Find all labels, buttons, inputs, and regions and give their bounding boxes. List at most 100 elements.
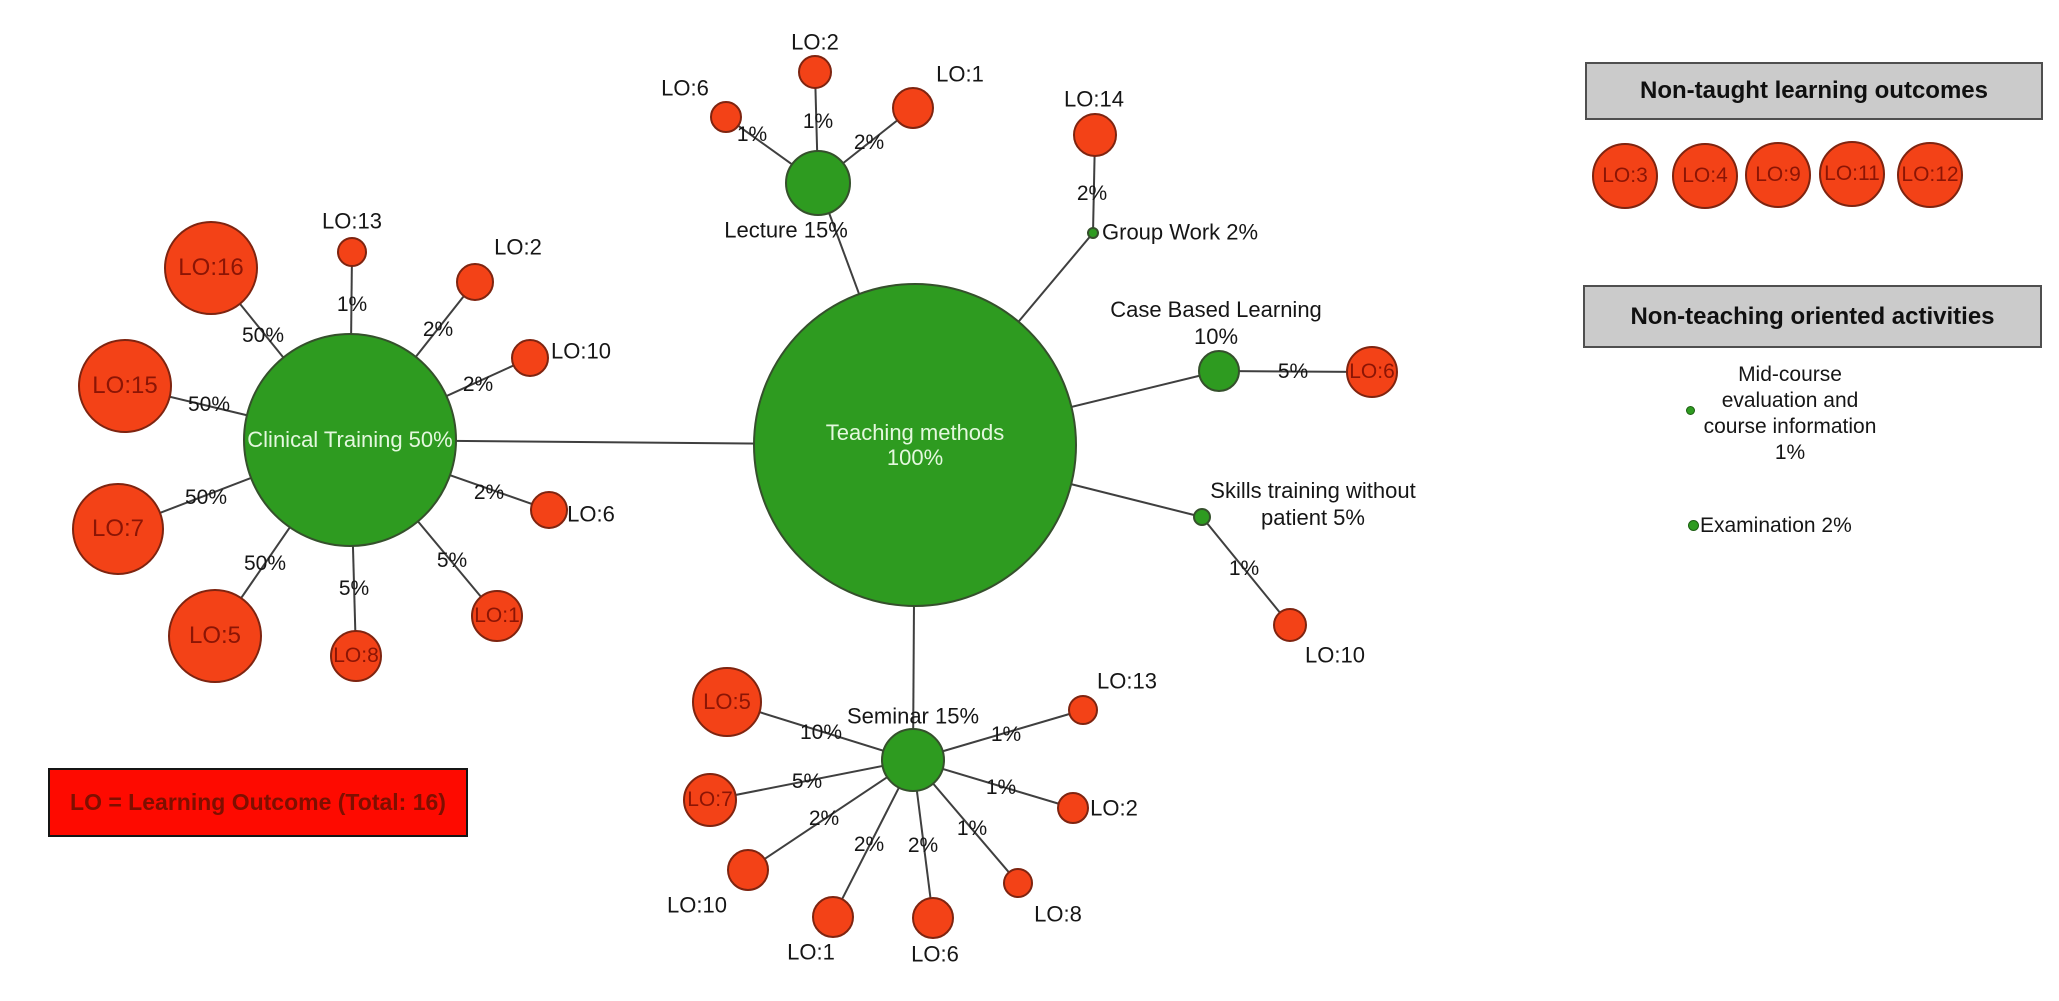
non-teaching-title-box: Non-teaching oriented activities: [1583, 285, 2042, 348]
node-skills: [1193, 508, 1211, 526]
node-seminar: [881, 728, 945, 792]
node-lc-lo2: [798, 55, 832, 89]
node-gw-lo14: [1073, 113, 1117, 157]
node-label-ct-lo7: LO:7: [91, 515, 145, 543]
edge-label-clinical-ct-lo1: 5%: [436, 549, 468, 572]
edge-label-seminar-sm-lo10: 2%: [808, 807, 840, 830]
node-label-ct-lo13: LO:13: [322, 208, 382, 234]
edge-seminar-sm-lo10: [747, 759, 914, 871]
node-label-ct-lo8: LO:8: [333, 643, 379, 667]
lo-note-text: LO = Learning Outcome (Total: 16): [70, 789, 446, 815]
node-label-cb-lo6: LO:6: [1349, 359, 1395, 383]
node-sm-lo1: [812, 896, 854, 938]
node-label-ct-lo15: LO:15: [92, 372, 158, 400]
edge-seminar-sm-lo7: [709, 759, 914, 801]
node-label-cbl: Case Based Learning 10%: [1110, 297, 1322, 349]
edge-label-seminar-sm-lo13: 1%: [990, 723, 1022, 746]
edge-label-seminar-sm-lo7: 5%: [791, 770, 823, 793]
edge-label-seminar-sm-lo5: 10%: [799, 721, 843, 744]
legend-circle-lo4-label: LO:4: [1682, 164, 1728, 187]
node-sm-lo10: [727, 849, 769, 891]
edge-label-lecture-lc-lo1: 2%: [853, 131, 885, 154]
edge-label-clinical-ct-lo7: 50%: [184, 486, 228, 509]
examination-dot: [1688, 520, 1699, 531]
edge-label-clinical-ct-lo2: 2%: [422, 318, 454, 341]
edge-skills-sk-lo10: [1201, 516, 1291, 626]
legend-circle-lo12-label: LO:12: [1901, 163, 1959, 186]
node-label-ct-lo2: LO:2: [494, 234, 542, 260]
node-label-sm-lo13: LO:13: [1097, 668, 1157, 694]
node-label-sk-lo10: LO:10: [1305, 642, 1365, 668]
edge-label-clinical-ct-lo8: 5%: [338, 577, 370, 600]
node-label-groupwork: Group Work 2%: [1102, 219, 1259, 245]
legend-circle-lo11-label: LO:11: [1824, 162, 1880, 185]
node-cbl: [1198, 350, 1240, 392]
legend-circle-lo9: LO:9: [1745, 142, 1811, 208]
node-lc-lo6: [710, 101, 742, 133]
node-sm-lo6: [912, 897, 954, 939]
edge-label-clinical-ct-lo15: 50%: [187, 393, 231, 416]
node-label-gw-lo14: LO:14: [1064, 86, 1124, 112]
node-ct-lo13: [337, 237, 367, 267]
node-lc-lo1: [892, 87, 934, 129]
node-label-lc-lo1: LO:1: [936, 61, 984, 87]
node-label-sm-lo2: LO:2: [1090, 795, 1138, 821]
node-label-sm-lo7: LO:7: [687, 787, 733, 811]
node-label-ct-lo10: LO:10: [551, 338, 611, 364]
node-label-clinical: Clinical Training 50%: [247, 427, 453, 453]
node-label-ct-lo16: LO:16: [178, 254, 244, 282]
node-label-seminar: Seminar 15%: [846, 703, 980, 729]
node-ct-lo2: [456, 263, 494, 301]
node-ct-lo6: [530, 491, 568, 529]
non-teaching-title: Non-teaching oriented activities: [1630, 302, 1995, 330]
edge-label-clinical-ct-lo13: 1%: [336, 293, 368, 316]
edge-label-cbl-cb-lo6: 5%: [1277, 360, 1309, 383]
node-label-sm-lo6: LO:6: [911, 941, 959, 967]
node-label-lecture: Lecture 15%: [724, 217, 848, 243]
node-ct-lo10: [511, 339, 549, 377]
node-ct-lo7: LO:7: [72, 483, 164, 575]
edge-label-clinical-ct-lo16: 50%: [241, 324, 285, 347]
node-ct-lo8: LO:8: [330, 630, 382, 682]
examination-label: Examination 2%: [1700, 514, 1852, 537]
legend-circle-lo12: LO:12: [1897, 142, 1963, 208]
non-taught-title-box: Non-taught learning outcomes: [1585, 62, 2043, 120]
edge-label-clinical-ct-lo10: 2%: [462, 373, 494, 396]
node-groupwork: [1087, 227, 1099, 239]
legend-circle-lo3: LO:3: [1592, 143, 1658, 209]
legend-circle-lo4: LO:4: [1672, 143, 1738, 209]
node-clinical: Clinical Training 50%: [243, 333, 457, 547]
node-cb-lo6: LO:6: [1346, 346, 1398, 398]
edge-label-clinical-ct-lo6: 2%: [473, 481, 505, 504]
node-lecture: [785, 150, 851, 216]
edge-label-lecture-lc-lo2: 1%: [802, 110, 834, 133]
legend-circle-lo11: LO:11: [1819, 141, 1885, 207]
legend-circle-lo3-label: LO:3: [1602, 164, 1648, 187]
node-sm-lo2: [1057, 792, 1089, 824]
node-ct-lo1: LO:1: [471, 590, 523, 642]
node-label-sm-lo1: LO:1: [787, 939, 835, 965]
node-teaching: Teaching methods 100%: [753, 283, 1077, 607]
non-taught-title: Non-taught learning outcomes: [1640, 77, 1988, 104]
node-label-sm-lo5: LO:5: [703, 689, 751, 715]
node-ct-lo16: LO:16: [164, 221, 258, 315]
node-sk-lo10: [1273, 608, 1307, 642]
node-label-sm-lo8: LO:8: [1034, 901, 1082, 927]
edge-label-lecture-lc-lo6: 1%: [736, 123, 768, 146]
edge-label-clinical-ct-lo5: 50%: [243, 552, 287, 575]
node-label-ct-lo6: LO:6: [567, 501, 615, 527]
node-ct-lo15: LO:15: [78, 339, 172, 433]
edge-label-seminar-sm-lo1: 2%: [853, 833, 885, 856]
node-value-teaching: 100%: [886, 445, 944, 470]
node-sm-lo8: [1003, 868, 1033, 898]
node-label-teaching: Teaching methods: [825, 419, 1005, 445]
node-label-ct-lo1: LO:1: [474, 603, 520, 627]
node-label-skills: Skills training without patient 5%: [1210, 478, 1416, 530]
edge-label-seminar-sm-lo2: 1%: [985, 776, 1017, 799]
edge-label-seminar-sm-lo8: 1%: [956, 817, 988, 840]
node-label-ct-lo5: LO:5: [188, 622, 242, 650]
node-ct-lo5: LO:5: [168, 589, 262, 683]
node-label-sm-lo10: LO:10: [667, 892, 727, 918]
node-sm-lo5: LO:5: [692, 667, 762, 737]
